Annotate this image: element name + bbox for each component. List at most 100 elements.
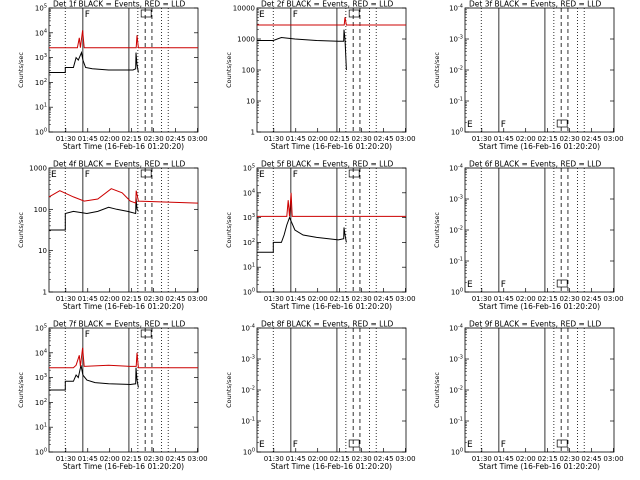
events-series-line	[257, 216, 347, 253]
marker-box	[556, 439, 568, 448]
y-tick-label: 10-2	[449, 386, 463, 395]
y-tick-label: 10-1	[449, 417, 463, 426]
x-tick-label: 01:45	[78, 135, 98, 143]
marker-letter-f: F	[293, 440, 298, 450]
x-tick-label: 02:00	[308, 455, 328, 463]
y-tick-label: 102	[243, 238, 255, 247]
x-tick-label: 03:00	[395, 455, 415, 463]
x-tick-label: 02:00	[516, 135, 536, 143]
events-series-line	[49, 50, 139, 73]
events-series-line	[257, 29, 347, 71]
panel-3: Det 3f BLACK = Events, RED = LLD 100 10-1 1…	[433, 0, 624, 151]
panel-title: Det 1f BLACK = Events, RED = LLD	[53, 0, 186, 9]
marker-box	[348, 9, 360, 18]
y-tick-label: 10-1	[449, 257, 463, 266]
y-axis-label: Counts/sec	[17, 52, 25, 88]
x-tick-label: 02:45	[165, 455, 185, 463]
lld-series-line	[48, 188, 199, 204]
marker-letter-f: F	[85, 10, 90, 20]
x-tick-label: 02:30	[351, 455, 371, 463]
panel-5: Det 5f BLACK = Events, RED = LLD 100 101 10…	[225, 160, 416, 312]
panel-title: Det 7f BLACK = Events, RED = LLD	[53, 320, 186, 329]
x-tick-label: 02:15	[122, 295, 142, 303]
x-tick-label: 01:30	[472, 295, 492, 303]
y-tick-label: 101	[243, 263, 255, 272]
y-tick-label: 100	[35, 448, 47, 457]
x-axis-label: Start Time (16-Feb-16 01:20:20)	[63, 462, 184, 471]
x-tick-label: 03:00	[187, 295, 207, 303]
x-tick-label: 01:45	[286, 135, 306, 143]
panel-title: Det 4f BLACK = Events, RED = LLD	[53, 160, 186, 169]
y-tick-label: 100	[243, 288, 255, 297]
x-tick-label: 02:30	[559, 135, 579, 143]
marker-box	[140, 9, 152, 18]
x-tick-label: 02:15	[122, 135, 142, 143]
y-tick-label: 10-3	[449, 355, 463, 364]
y-tick-label: 100	[451, 448, 463, 457]
y-tick-label: 105	[243, 164, 255, 173]
x-tick-label: 01:30	[264, 295, 284, 303]
panel-title: Det 2f BLACK = Events, RED = LLD	[261, 0, 394, 9]
marker-letter-f: F	[85, 330, 90, 340]
x-tick-label: 02:00	[100, 135, 120, 143]
y-tick-label: 101	[35, 103, 47, 112]
x-tick-label: 03:00	[187, 135, 207, 143]
x-tick-label: 01:45	[494, 455, 514, 463]
y-tick-label: 100	[35, 128, 47, 137]
marker-letter-f: F	[293, 170, 298, 180]
y-tick-label: 10-2	[449, 66, 463, 75]
plot-frame	[48, 167, 199, 293]
y-tick-label: 104	[35, 28, 47, 37]
y-axis-label: Counts/sec	[433, 52, 441, 88]
x-tick-label: 02:00	[100, 295, 120, 303]
x-tick-label: 01:30	[472, 135, 492, 143]
x-tick-label: 01:30	[472, 455, 492, 463]
marker-letter-f: F	[293, 10, 298, 20]
x-tick-label: 01:45	[494, 135, 514, 143]
panel-8: Det 8f BLACK = Events, RED = LLD 100 10-1 1…	[225, 320, 416, 472]
y-tick-label: 10	[38, 247, 47, 255]
plot-frame	[464, 167, 615, 293]
plot-frame	[48, 327, 199, 453]
x-tick-label: 03:00	[603, 295, 623, 303]
x-tick-label: 02:30	[559, 295, 579, 303]
y-tick-label: 10000	[233, 5, 255, 13]
panel-7: Det 7f BLACK = Events, RED = LLD 100 101 10…	[17, 320, 208, 472]
x-tick-label: 02:00	[308, 135, 328, 143]
lld-series-line	[49, 347, 198, 369]
marker-letter-e: E	[259, 440, 265, 450]
lld-series-line	[257, 17, 406, 26]
y-tick-label: 102	[35, 398, 47, 407]
plot-frame	[256, 167, 407, 293]
x-tick-label: 02:00	[516, 295, 536, 303]
x-tick-label: 01:45	[286, 455, 306, 463]
y-tick-label: 100	[242, 67, 255, 75]
marker-box	[140, 169, 152, 178]
x-tick-label: 02:30	[143, 295, 163, 303]
y-tick-label: 105	[35, 324, 47, 333]
events-series-line	[49, 365, 139, 391]
y-tick-label: 101	[35, 423, 47, 432]
y-tick-label: 100	[34, 206, 47, 214]
x-tick-label: 01:45	[78, 295, 98, 303]
x-tick-label: 01:30	[264, 455, 284, 463]
x-tick-label: 02:30	[143, 135, 163, 143]
x-axis-label: Start Time (16-Feb-16 01:20:20)	[479, 142, 600, 151]
x-tick-label: 02:30	[143, 455, 163, 463]
x-tick-label: 01:45	[494, 295, 514, 303]
panel-title: Det 6f BLACK = Events, RED = LLD	[469, 160, 602, 169]
x-tick-label: 03:00	[603, 135, 623, 143]
plot-frame	[256, 7, 407, 133]
x-tick-label: 02:30	[559, 455, 579, 463]
y-tick-label: 1	[43, 289, 47, 297]
x-axis-label: Start Time (16-Feb-16 01:20:20)	[63, 302, 184, 311]
x-tick-label: 03:00	[187, 455, 207, 463]
x-tick-label: 02:45	[373, 135, 393, 143]
marker-box	[140, 329, 152, 338]
x-tick-label: 01:45	[286, 295, 306, 303]
lld-series-line	[257, 192, 406, 217]
y-tick-label: 10-2	[241, 386, 255, 395]
y-tick-label: 104	[35, 348, 47, 357]
y-tick-label: 10-1	[449, 97, 463, 106]
